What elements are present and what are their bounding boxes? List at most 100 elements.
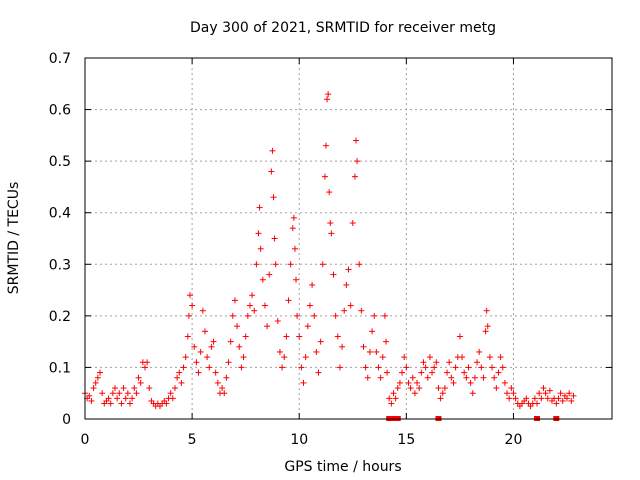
data-point [141, 364, 148, 371]
data-point [546, 387, 553, 394]
data-point [193, 359, 200, 366]
data-point [133, 390, 140, 397]
y-tick-label: 0.5 [49, 154, 71, 170]
data-point [566, 390, 573, 397]
data-point [274, 318, 281, 325]
data-point [261, 302, 268, 309]
data-point [270, 194, 277, 201]
data-point [236, 343, 243, 350]
data-point [446, 359, 453, 366]
data-point [266, 271, 273, 278]
data-point [88, 397, 95, 404]
data-point [122, 395, 129, 402]
data-point [429, 369, 436, 376]
data-point [264, 323, 271, 330]
data-point [394, 385, 401, 392]
data-point [249, 292, 256, 299]
data-point [456, 333, 463, 340]
y-axis-label: SRMTID / TECUs [6, 182, 22, 295]
data-point [120, 385, 127, 392]
data-point [418, 369, 425, 376]
y-tick-label: 0.7 [49, 51, 71, 67]
data-point [298, 364, 305, 371]
data-point [381, 312, 388, 319]
data-point [256, 204, 263, 211]
data-point [564, 395, 571, 402]
data-point [315, 369, 322, 376]
data-point [489, 364, 496, 371]
data-point [191, 343, 198, 350]
data-point [375, 364, 382, 371]
x-tick-label: 10 [290, 432, 308, 448]
data-point [304, 323, 311, 330]
data-point [390, 390, 397, 397]
data-point [463, 374, 470, 381]
data-point [325, 91, 332, 98]
data-point [459, 354, 466, 361]
data-point [501, 379, 508, 386]
data-point [437, 395, 444, 402]
data-point [362, 364, 369, 371]
data-point [210, 338, 217, 345]
data-point [163, 400, 170, 407]
data-point [268, 168, 275, 175]
data-point [377, 374, 384, 381]
data-point [559, 397, 566, 404]
y-tick-label: 0.2 [49, 309, 71, 325]
data-point [206, 364, 213, 371]
data-point [352, 137, 359, 144]
data-point [553, 400, 560, 407]
data-point [420, 359, 427, 366]
data-point [324, 96, 331, 103]
y-tick-label: 0 [62, 412, 71, 428]
x-axis-label: GPS time / hours [284, 459, 401, 475]
data-point [197, 348, 204, 355]
data-point [382, 338, 389, 345]
data-point [534, 400, 541, 407]
data-point [386, 395, 393, 402]
grid-lines [85, 58, 612, 419]
data-point [422, 364, 429, 371]
data-point [339, 343, 346, 350]
data-point [414, 379, 421, 386]
data-point [283, 333, 290, 340]
data-point [441, 385, 448, 392]
data-point [542, 390, 549, 397]
y-tick-label: 0.3 [49, 257, 71, 273]
data-point [538, 395, 545, 402]
x-tick-label: 0 [81, 432, 90, 448]
y-tick-label: 0.1 [49, 360, 71, 376]
data-point [570, 392, 577, 399]
data-point [388, 400, 395, 407]
data-point [544, 395, 551, 402]
data-point [92, 379, 99, 386]
data-point [330, 271, 337, 278]
data-point [557, 390, 564, 397]
data-point [424, 374, 431, 381]
axis-ticks [84, 57, 612, 420]
data-point [107, 400, 114, 407]
data-point [291, 245, 298, 252]
data-point [231, 297, 238, 304]
data-point [167, 390, 174, 397]
data-point [364, 374, 371, 381]
data-point [126, 400, 133, 407]
data-point [131, 385, 138, 392]
data-point [555, 395, 562, 402]
data-point [523, 395, 530, 402]
data-point [433, 359, 440, 366]
data-point [366, 348, 373, 355]
data-point [251, 307, 258, 314]
data-point [482, 328, 489, 335]
data-point [174, 374, 181, 381]
data-point [144, 359, 151, 366]
data-point [313, 348, 320, 355]
data-point [317, 338, 324, 345]
data-point [405, 379, 412, 386]
data-point [86, 392, 93, 399]
data-point [223, 374, 230, 381]
data-point [476, 348, 483, 355]
data-point [326, 189, 333, 196]
data-point [208, 343, 215, 350]
data-point [328, 230, 335, 237]
